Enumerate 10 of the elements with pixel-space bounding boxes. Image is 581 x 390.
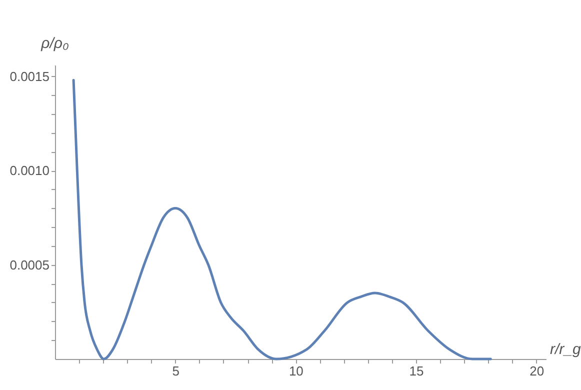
- x-tick-label: 10: [288, 364, 304, 378]
- y-tick-label: 0.0005: [10, 257, 50, 272]
- y-tick-label: 0.0015: [10, 68, 50, 84]
- line-series: [72, 78, 492, 360]
- x-axis-title: r/r_g: [550, 341, 581, 358]
- y-axis-title: ρ/ρ₀: [40, 35, 69, 52]
- x-tick-label: 15: [409, 364, 424, 378]
- y-tick-label: 0.0010: [10, 163, 50, 178]
- x-tick-label: 20: [530, 364, 544, 378]
- x-tick-label: 5: [172, 364, 180, 378]
